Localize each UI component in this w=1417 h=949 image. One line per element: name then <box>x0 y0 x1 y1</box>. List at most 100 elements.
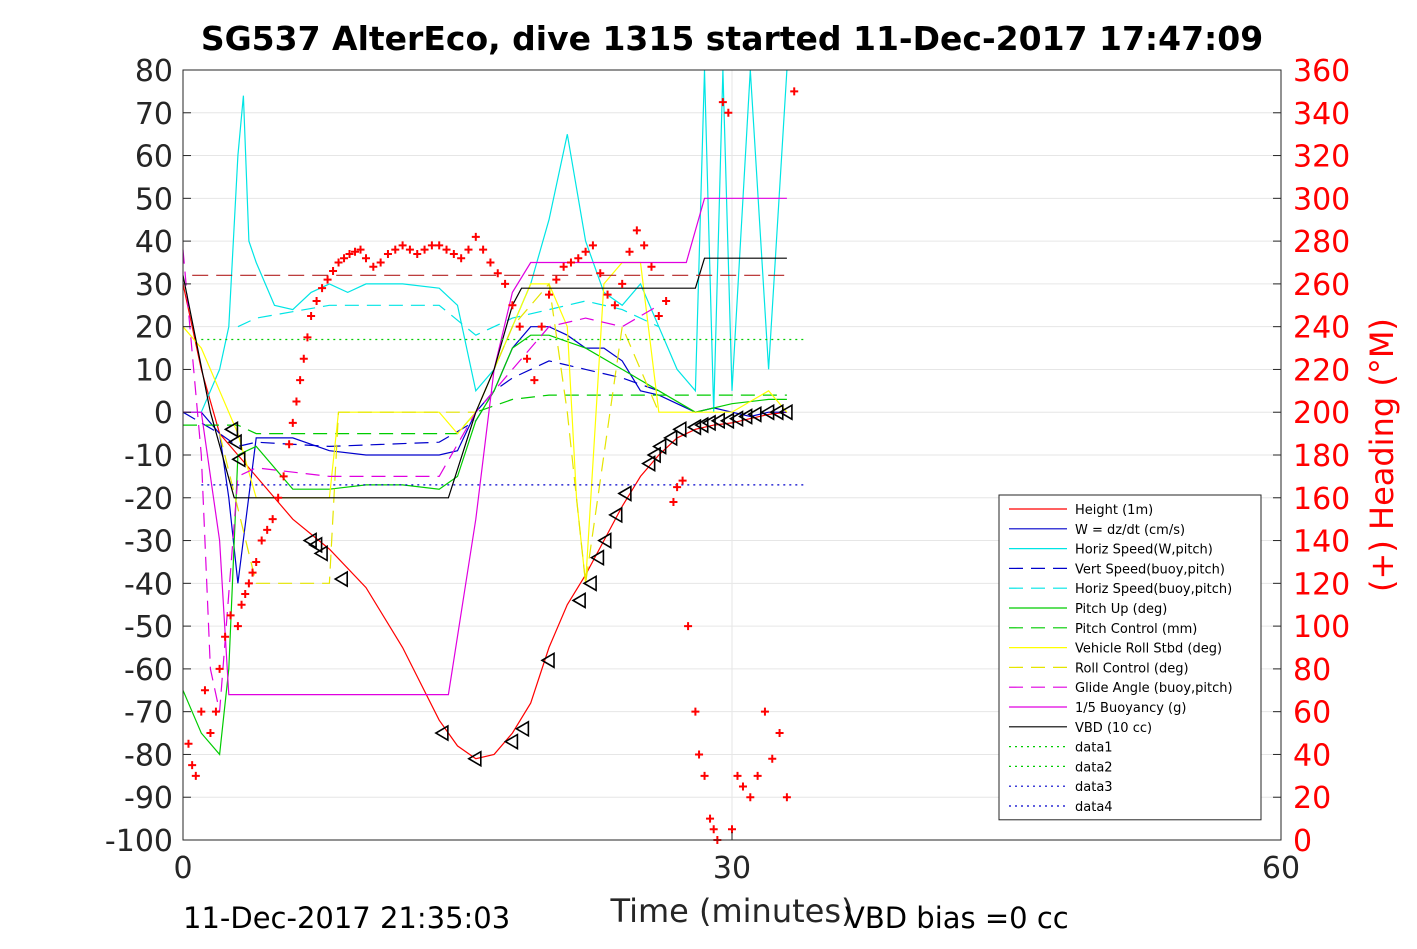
heading-point <box>610 301 619 310</box>
triangle-marker <box>769 403 784 421</box>
heading-point <box>669 498 678 507</box>
legend-label: Horiz Speed(W,pitch) <box>1075 543 1213 558</box>
heading-point <box>654 311 663 320</box>
y-tick-label: -90 <box>124 781 173 816</box>
triangle-marker <box>467 750 482 768</box>
heading-point <box>486 258 495 267</box>
series-vbd <box>182 257 787 499</box>
x-tick-label: 0 <box>173 851 192 886</box>
heading-point <box>292 397 301 406</box>
series-glide_angle <box>182 249 660 712</box>
heading-point <box>523 354 532 363</box>
heading-layer <box>184 87 799 844</box>
heading-point <box>329 267 338 276</box>
y-right-tick-label: 240 <box>1293 311 1350 346</box>
y-tick-label: -50 <box>124 610 173 645</box>
y-tick-label: 20 <box>135 311 173 346</box>
y-right-tick-label: 180 <box>1293 439 1350 474</box>
y-tick-label: 80 <box>135 54 173 89</box>
y-right-tick-label: 360 <box>1293 54 1350 89</box>
legend-label: data4 <box>1075 800 1113 815</box>
heading-point <box>211 707 220 716</box>
heading-point <box>248 568 257 577</box>
x-tick-label: 60 <box>1262 851 1300 886</box>
heading-point <box>515 322 524 331</box>
y-right-tick-label: 80 <box>1293 653 1331 688</box>
y-tick-label: -10 <box>124 439 173 474</box>
legend-label: VBD (10 cc) <box>1075 721 1152 736</box>
heading-point <box>545 290 553 299</box>
triangle-marker <box>223 420 239 438</box>
heading-point <box>449 249 458 258</box>
legend-label: W = dz/dt (cm/s) <box>1075 523 1185 538</box>
heading-point <box>728 825 736 834</box>
heading-point <box>257 536 266 545</box>
heading-point <box>530 376 539 385</box>
heading-point <box>782 793 791 802</box>
heading-point <box>479 245 488 254</box>
triangle-marker <box>571 592 586 609</box>
y-tick-label: -30 <box>124 525 173 560</box>
heading-point <box>618 279 627 288</box>
legend-label: Horiz Speed(buoy,pitch) <box>1075 582 1232 597</box>
y-tick-label: 70 <box>135 97 173 132</box>
heading-point <box>493 269 502 278</box>
triangle-marker <box>540 651 555 669</box>
heading-point <box>405 245 414 254</box>
heading-point <box>413 249 422 258</box>
heading-point <box>299 354 308 363</box>
heading-point <box>691 707 700 716</box>
y-right-tick-label: 0 <box>1293 824 1312 859</box>
heading-point <box>288 418 297 427</box>
triangle-marker <box>503 733 519 751</box>
y-right-tick-label: 140 <box>1293 525 1350 560</box>
legend-label: Roll Control (deg) <box>1075 661 1189 676</box>
footer-timestamp: 11-Dec-2017 21:35:03 <box>183 901 510 935</box>
chart-title: SG537 AlterEco, dive 1315 started 11-Dec… <box>201 19 1263 58</box>
heading-point <box>274 493 283 502</box>
y-right-tick-label: 20 <box>1293 781 1331 816</box>
heading-point <box>252 557 261 566</box>
heading-point <box>233 622 242 631</box>
heading-point <box>383 249 392 258</box>
heading-point <box>356 245 365 254</box>
triangle-marker <box>333 570 349 588</box>
y-tick-label: 10 <box>135 353 173 388</box>
heading-point <box>700 771 709 780</box>
legend-label: Height (1m) <box>1075 503 1153 518</box>
heading-point <box>323 275 332 284</box>
heading-point <box>345 249 354 258</box>
y-tick-label: -40 <box>124 567 173 602</box>
heading-point <box>420 245 429 254</box>
heading-point <box>632 226 641 235</box>
heading-point <box>790 87 799 96</box>
triangle-marker <box>646 446 661 464</box>
triangle-marker <box>760 403 775 421</box>
heading-point <box>753 771 762 780</box>
y-tick-label: -60 <box>124 653 173 688</box>
heading-point <box>625 247 634 256</box>
heading-point <box>566 258 575 267</box>
legend-label: data1 <box>1075 741 1113 756</box>
marker-layer <box>223 403 793 768</box>
heading-point <box>340 254 349 263</box>
x-tick-label: 30 <box>713 851 751 886</box>
heading-point <box>268 515 277 524</box>
y-right-tick-label: 160 <box>1293 482 1350 517</box>
heading-point <box>221 632 230 641</box>
heading-point <box>296 376 305 385</box>
y-tick-label: -80 <box>124 738 173 773</box>
footer-vbd-bias: VBD bias =0 cc <box>845 901 1069 935</box>
heading-point <box>398 241 407 250</box>
heading-point <box>427 241 436 250</box>
heading-point <box>673 483 682 492</box>
heading-point <box>574 254 583 263</box>
heading-point <box>226 611 235 620</box>
heading-point <box>647 262 656 271</box>
legend-label: data2 <box>1075 760 1113 775</box>
heading-point <box>237 600 246 609</box>
heading-point <box>285 440 294 449</box>
y-tick-label: -100 <box>105 824 173 859</box>
heading-point <box>760 707 769 716</box>
